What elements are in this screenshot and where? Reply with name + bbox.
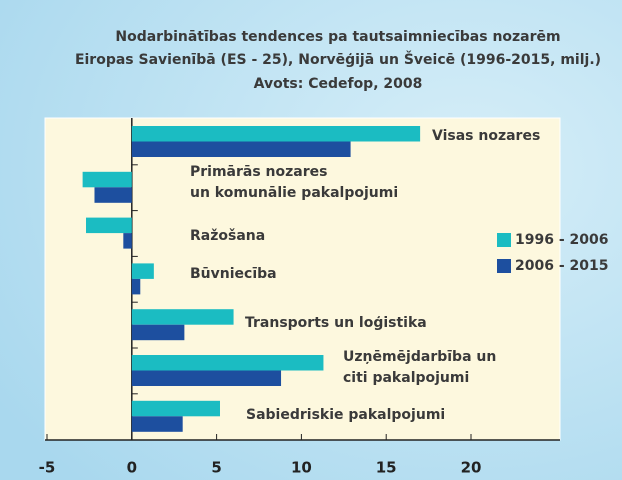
legend-label: 1996 - 2006 [515, 232, 609, 248]
bar [132, 279, 140, 295]
bar [132, 371, 281, 387]
bar [94, 187, 131, 203]
legend-label: 2006 - 2015 [515, 258, 609, 274]
category-label: Primārās nozares [190, 164, 327, 180]
category-label: citi pakalpojumi [343, 370, 469, 386]
chart-title: Avots: Cedefop, 2008 [254, 76, 423, 92]
bar [132, 355, 324, 371]
chart-title: Eiropas Savienībā (ES - 25), Norvēģijā u… [75, 50, 601, 68]
x-tick-label: 20 [461, 459, 482, 477]
chart-title: Nodarbinātības tendences pa tautsaimniec… [115, 29, 560, 45]
category-label: Visas nozares [432, 128, 540, 144]
bar [132, 309, 234, 325]
bar [83, 172, 132, 188]
bar [132, 263, 154, 279]
legend-swatch [497, 259, 511, 273]
x-tick-label: 15 [376, 459, 397, 477]
bar [132, 416, 183, 432]
category-label: un komunālie pakalpojumi [190, 185, 398, 201]
bar [123, 233, 131, 249]
x-tick-label: 5 [211, 459, 221, 477]
chart: Nodarbinātības tendences pa tautsaimniec… [0, 0, 622, 480]
bar [132, 126, 420, 142]
x-tick-label: 0 [127, 459, 137, 477]
category-label: Uzņēmējdarbība un [343, 349, 496, 365]
legend-swatch [497, 233, 511, 247]
category-label: Būvniecība [190, 266, 277, 282]
bar [132, 401, 220, 417]
bar [132, 325, 185, 341]
category-label: Transports un loģistika [245, 315, 427, 331]
x-tick-label: -5 [39, 459, 56, 477]
category-label: Ražošana [190, 228, 265, 244]
bar [86, 218, 132, 234]
bar [132, 142, 351, 158]
category-label: Sabiedriskie pakalpojumi [246, 407, 445, 423]
x-tick-label: 10 [291, 459, 312, 477]
